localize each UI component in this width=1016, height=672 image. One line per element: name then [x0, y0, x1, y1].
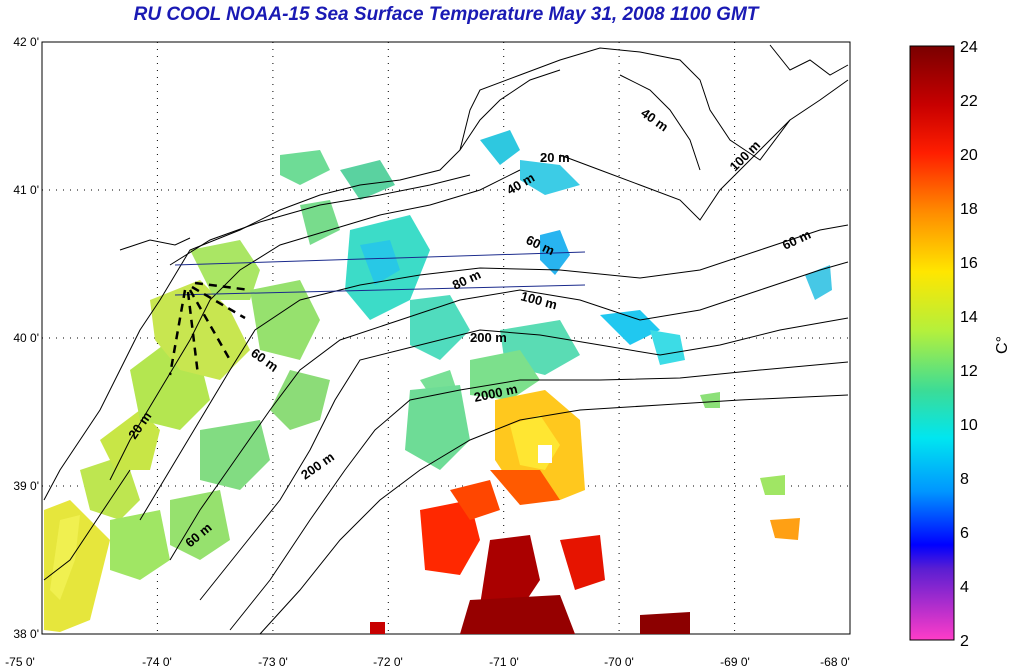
colorbar-tick: 10	[960, 417, 978, 434]
colorbar-tick: 22	[960, 93, 978, 110]
harbor-transects	[168, 281, 251, 376]
lat-tick-labels: 38 0' 39 0' 40 0' 41 0' 42 0'	[13, 35, 39, 641]
lat-tick-label: 39 0'	[13, 479, 39, 493]
colorbar-tick: 24	[960, 39, 978, 56]
lat-tick-label: 40 0'	[13, 331, 39, 345]
colorbar-tick: 4	[960, 579, 969, 596]
lat-tick-label: 38 0'	[13, 627, 39, 641]
colorbar-ticks: 24 22 20 18 16 14 12 10 8 6 4 2	[960, 39, 978, 650]
colorbar-tick: 18	[960, 201, 978, 218]
colorbar	[909, 45, 955, 641]
track-lines	[174, 251, 586, 296]
lon-tick-label: -72 0'	[373, 655, 403, 669]
lon-tick-label: -68 0'	[820, 655, 850, 669]
colorbar-tick: 12	[960, 363, 978, 380]
colorbar-tick: 20	[960, 147, 978, 164]
lon-tick-label: -75 0'	[5, 655, 35, 669]
contour-label: 20 m	[540, 150, 570, 165]
colorbar-tick: 6	[960, 525, 969, 542]
lon-tick-label: -69 0'	[720, 655, 750, 669]
lon-tick-label: -74 0'	[142, 655, 172, 669]
lon-tick-label: -70 0'	[604, 655, 634, 669]
lon-tick-label: -71 0'	[489, 655, 519, 669]
bathymetry-contours	[109, 74, 849, 635]
lat-tick-label: 41 0'	[13, 183, 39, 197]
coastline	[43, 44, 849, 581]
lon-tick-labels: -75 0' -74 0' -73 0' -72 0' -71 0' -70 0…	[5, 655, 850, 669]
colorbar-unit-label: C°	[993, 336, 1011, 354]
map-title: RU COOL NOAA-15 Sea Surface Temperature …	[133, 4, 759, 25]
colorbar-tick: 8	[960, 471, 969, 488]
contour-label: 200 m	[470, 330, 507, 345]
colorbar-tick: 2	[960, 633, 969, 650]
colorbar-tick: 16	[960, 255, 978, 272]
lat-tick-label: 42 0'	[13, 35, 39, 49]
lon-tick-label: -73 0'	[258, 655, 288, 669]
colorbar-tick: 14	[960, 309, 978, 326]
